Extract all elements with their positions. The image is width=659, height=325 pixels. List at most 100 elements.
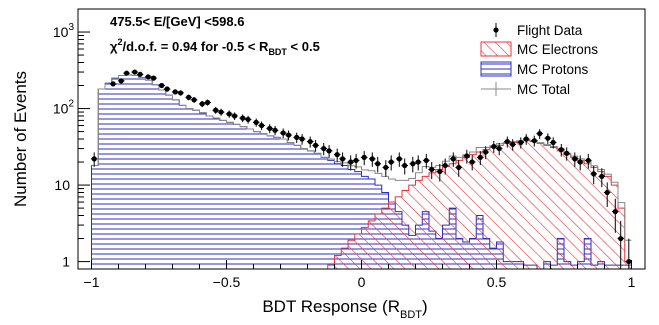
data-point — [171, 89, 179, 95]
data-point — [266, 124, 273, 134]
y-axis-label: Number of Events — [11, 71, 30, 207]
data-point — [244, 115, 252, 124]
x-axis-label: BDT Response (RBDT) — [262, 297, 427, 321]
data-point — [450, 152, 457, 167]
svg-text:MC Total: MC Total — [517, 82, 570, 97]
data-point — [603, 182, 611, 207]
data-point — [490, 141, 498, 153]
data-point — [369, 152, 376, 167]
data-point — [428, 162, 435, 180]
data-point — [617, 220, 624, 269]
svg-text:MC Protons: MC Protons — [517, 62, 589, 77]
data-point — [455, 160, 462, 177]
data-point — [320, 142, 327, 156]
data-point — [333, 148, 341, 163]
data-point — [158, 82, 165, 89]
data-point — [531, 135, 538, 147]
data-point — [468, 155, 476, 171]
legend: Flight Data MC Electrons MC Protons MC T… — [480, 23, 598, 97]
data-point — [563, 147, 570, 161]
data-point — [190, 97, 198, 103]
legend-entry-mc-total: MC Total — [481, 82, 570, 97]
data-point — [312, 140, 319, 152]
data-point — [163, 86, 171, 92]
data-point — [185, 94, 192, 101]
data-point — [612, 198, 619, 233]
data-point — [117, 78, 125, 84]
data-point — [150, 75, 157, 81]
data-point — [217, 108, 225, 116]
data-point — [258, 121, 265, 131]
data-point — [509, 139, 516, 151]
data-point — [90, 152, 98, 167]
data-point — [436, 163, 444, 182]
mc-total-histogram — [91, 74, 632, 241]
data-point — [212, 107, 219, 114]
data-point — [549, 137, 557, 149]
y-tick-label: 10 — [54, 177, 70, 193]
legend-entry-mc-electrons: MC Electrons — [480, 41, 598, 57]
data-point — [598, 168, 606, 188]
data-point — [558, 144, 565, 157]
data-point — [198, 100, 206, 108]
x-tick-label: 0 — [358, 274, 366, 290]
data-point — [131, 69, 138, 75]
data-point — [382, 160, 390, 177]
flight-data-points — [90, 69, 633, 269]
data-point — [544, 133, 552, 144]
x-axis: −1 −0.5 0 0.5 1 — [84, 260, 636, 290]
chi2-annotation: χ2/d.o.f. = 0.94 for -0.5 < RBDT < 0.5 — [110, 37, 320, 57]
svg-text:Flight Data: Flight Data — [517, 23, 583, 38]
data-point — [463, 149, 471, 164]
svg-text:MC Electrons: MC Electrons — [517, 42, 598, 57]
legend-entry-mc-protons: MC Protons — [480, 61, 589, 77]
y-axis: 1 10 102 103 — [53, 8, 90, 270]
data-point — [252, 118, 260, 127]
data-point — [522, 134, 530, 145]
data-point — [441, 158, 449, 175]
histogram-layer — [91, 74, 632, 269]
data-point — [144, 74, 152, 80]
x-tick-label: 0.5 — [487, 274, 507, 290]
data-point — [482, 146, 489, 160]
data-point — [477, 151, 484, 166]
data-point — [536, 129, 543, 139]
data-point — [325, 145, 333, 158]
x-tick-label: −1 — [84, 274, 100, 290]
data-point — [271, 125, 279, 136]
data-point — [123, 70, 130, 76]
data-point — [177, 90, 184, 96]
data-point — [414, 155, 422, 171]
data-point — [360, 151, 368, 166]
data-point — [204, 99, 211, 106]
energy-range-annotation: 475.5< E/[GeV] <598.6 — [110, 14, 244, 29]
data-point — [495, 142, 503, 156]
data-point — [571, 152, 579, 167]
data-point — [576, 155, 584, 171]
data-point — [504, 136, 511, 148]
data-point — [298, 134, 306, 145]
data-point — [517, 137, 525, 149]
data-point — [396, 152, 403, 167]
data-point — [374, 156, 381, 173]
data-point — [339, 152, 346, 167]
data-point — [225, 110, 233, 118]
data-point — [279, 128, 287, 139]
data-point — [423, 153, 430, 169]
data-point — [401, 158, 408, 175]
data-point — [387, 155, 395, 171]
x-tick-label: 1 — [628, 274, 636, 290]
data-point — [136, 71, 144, 77]
data-point — [109, 81, 117, 87]
y-tick-label: 102 — [53, 99, 75, 117]
data-point — [625, 238, 633, 269]
data-point — [409, 156, 417, 173]
data-point — [590, 166, 597, 185]
y-tick-label: 103 — [53, 22, 75, 40]
x-tick-label: −0.5 — [213, 274, 241, 290]
data-point — [285, 130, 292, 141]
data-point — [585, 153, 592, 169]
legend-entry-flight-data: Flight Data — [493, 23, 583, 38]
data-point — [352, 153, 360, 169]
